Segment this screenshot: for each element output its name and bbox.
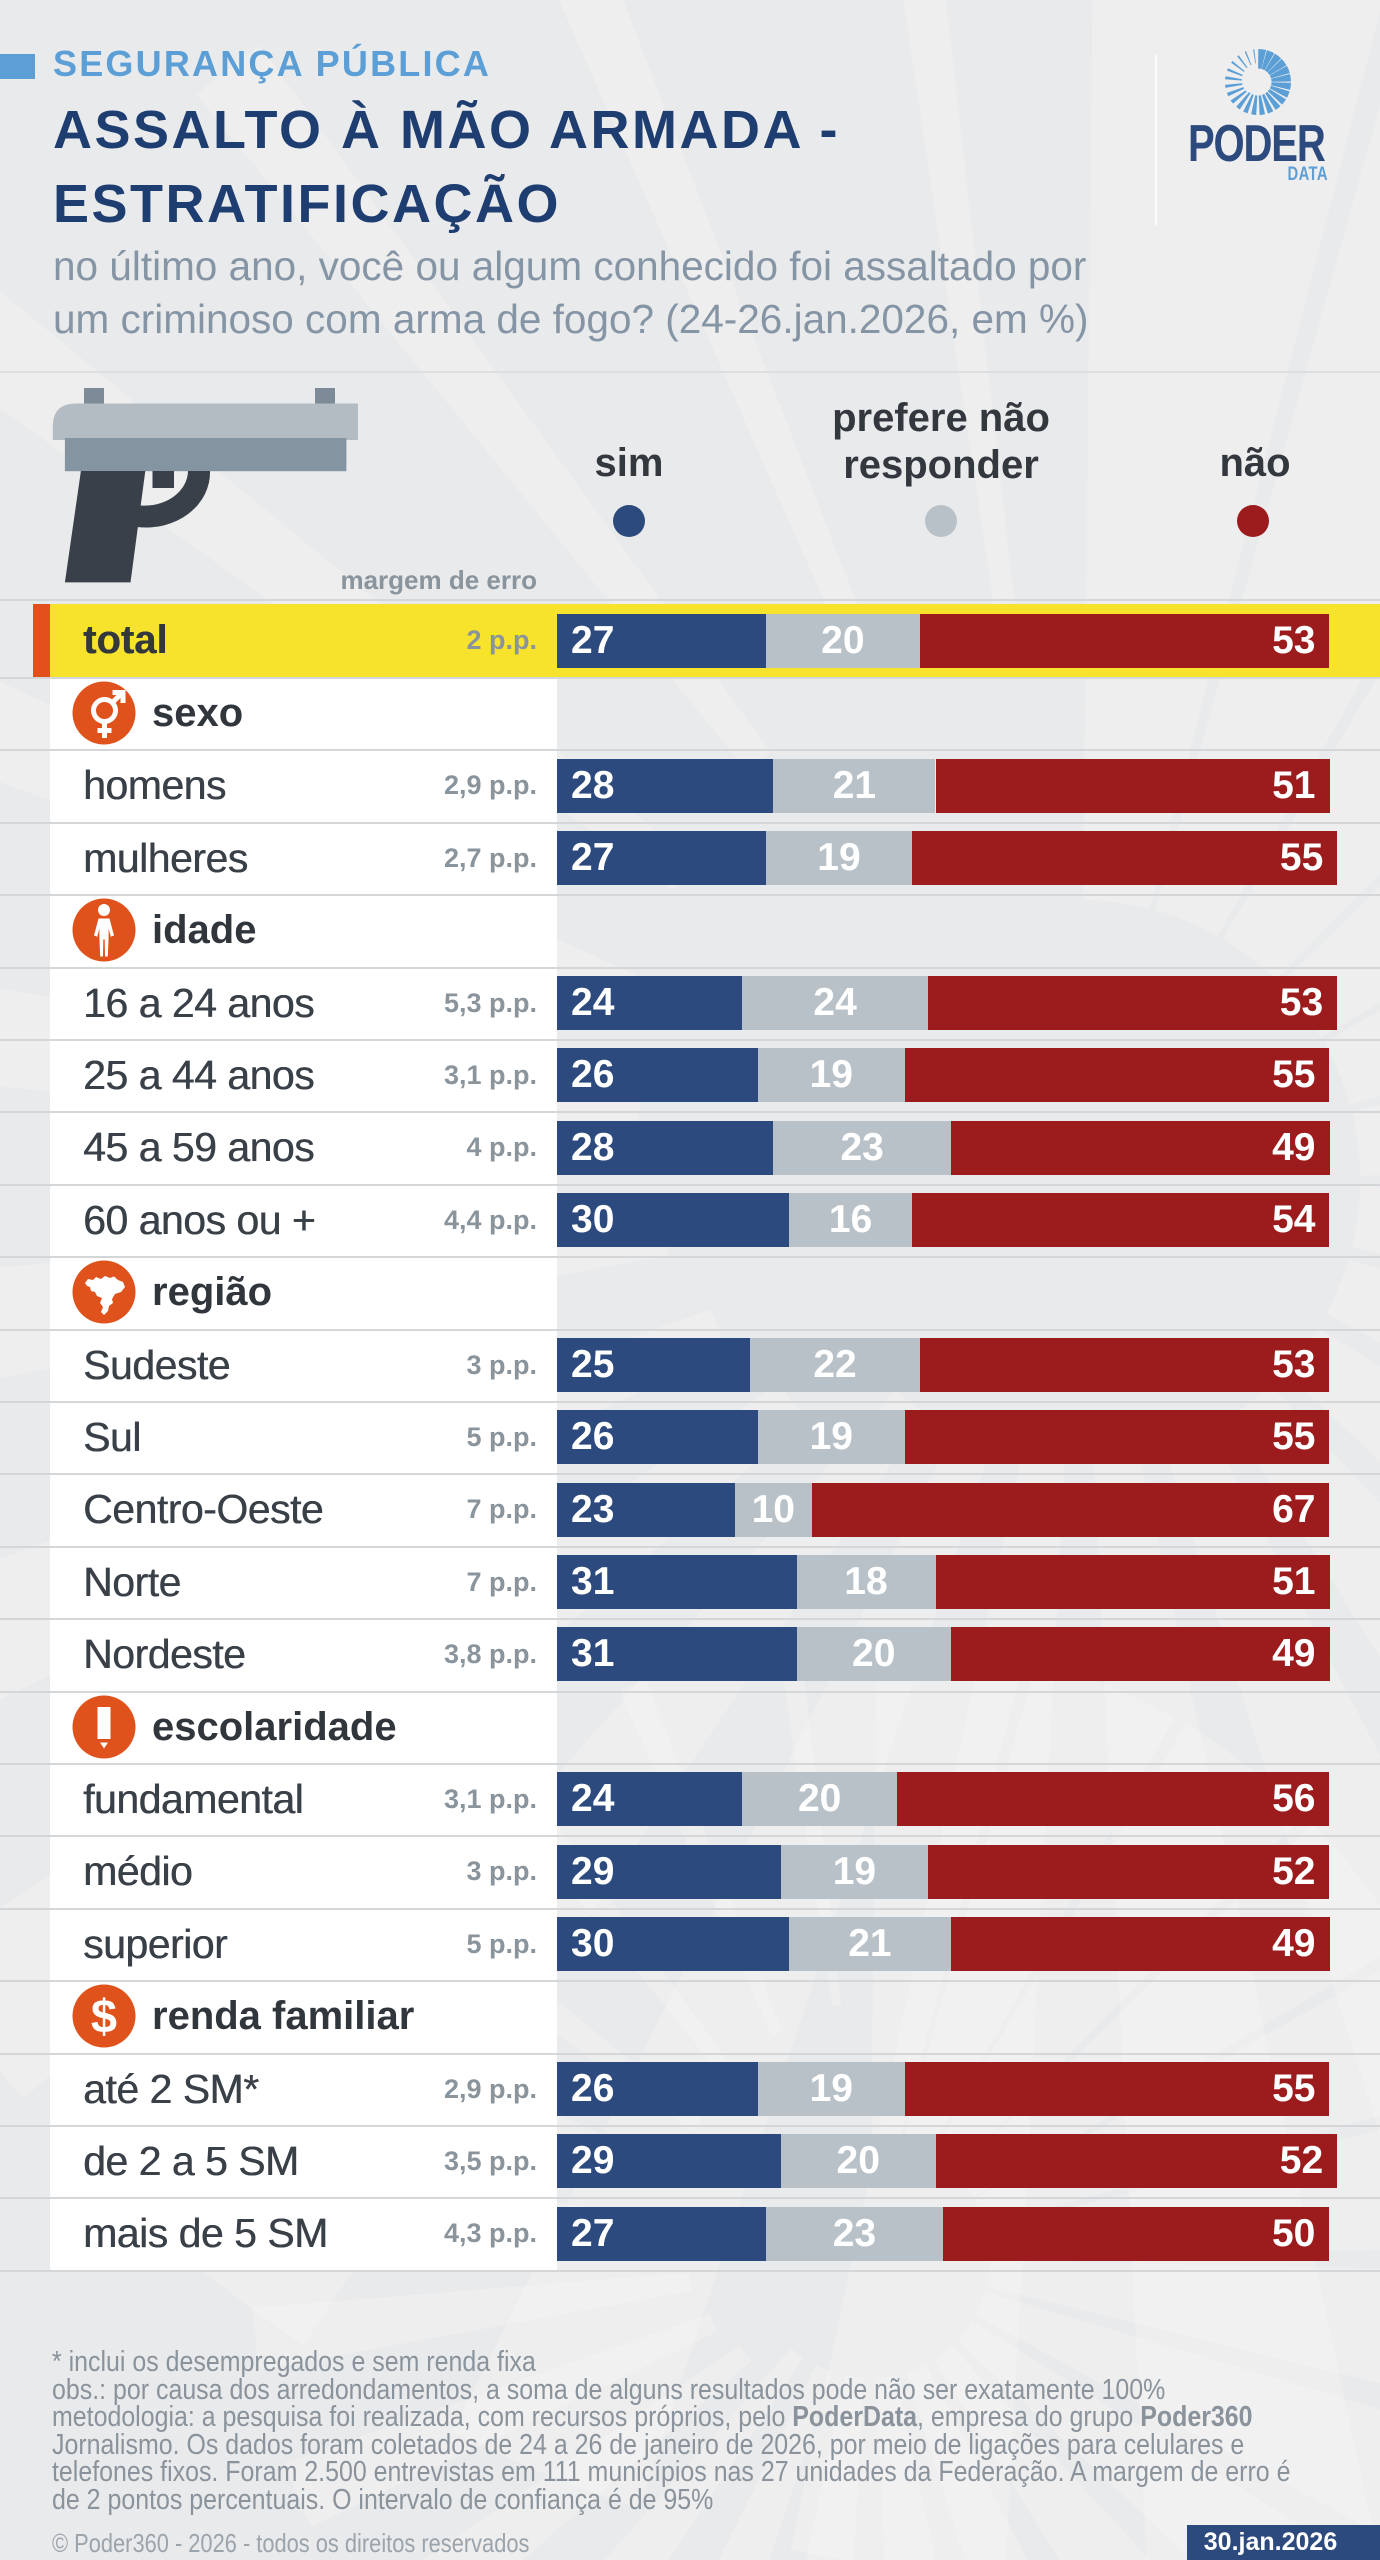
- svg-text:$: $: [91, 1990, 117, 2043]
